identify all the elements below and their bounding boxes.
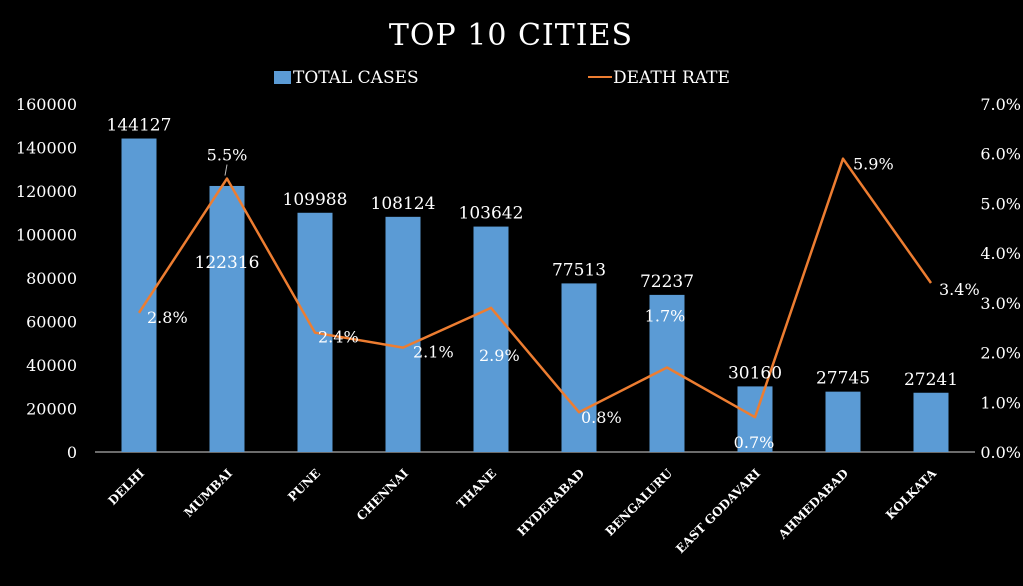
y-right-tick-label: 4.0% [980, 244, 1021, 263]
line-data-label: 2.9% [479, 346, 520, 365]
data-label-leader-line [224, 164, 228, 176]
bar-data-label: 103642 [459, 204, 524, 224]
line-data-label: 0.8% [581, 408, 622, 427]
line-data-label: 3.4% [939, 280, 980, 299]
y-right-tick-label: 7.0% [980, 95, 1021, 114]
bar [825, 391, 861, 452]
y-left-tick-label: 80000 [26, 269, 77, 288]
bar [913, 392, 949, 452]
bar-data-label: 30160 [728, 363, 782, 383]
y-right-tick-label: 1.0% [980, 393, 1021, 412]
line-data-label: 2.1% [413, 343, 454, 362]
bar [385, 216, 421, 452]
y-left-tick-label: 20000 [26, 400, 77, 419]
legend-label-total-cases: TOTAL CASES [293, 68, 419, 88]
bar [209, 185, 245, 452]
y-left-tick-label: 120000 [16, 182, 77, 201]
line-data-label: 1.7% [645, 306, 686, 325]
bar-data-label: 77513 [552, 260, 606, 280]
bar-data-label: 27745 [816, 369, 870, 389]
chart-title: TOP 10 CITIES [389, 18, 633, 53]
line-data-label: 5.5% [207, 146, 248, 165]
bar [473, 226, 509, 452]
y-left-tick-label: 0 [67, 443, 77, 462]
y-left-tick-label: 100000 [16, 226, 77, 245]
y-axis-left: 0 20000 40000 60000 80000 100000 120000 140000 1… [16, 95, 77, 462]
y-left-tick-label: 160000 [16, 95, 77, 114]
line-data-label: 2.8% [147, 308, 188, 327]
death-rate-line [137, 157, 933, 419]
y-right-tick-label: 3.0% [980, 294, 1021, 313]
y-left-tick-label: 40000 [26, 356, 77, 375]
line-data-label: 5.9% [853, 155, 894, 174]
bar-data-label: 109988 [283, 190, 348, 210]
line-data-label: 2.4% [318, 328, 359, 347]
bar-data-labels: 144127 122316 109988 108124 103642 77513 72237… [107, 116, 959, 390]
bar-data-label: 144127 [107, 116, 172, 136]
bar-data-label: 108124 [371, 194, 436, 214]
bar-data-label: 72237 [640, 272, 694, 292]
y-left-tick-label: 140000 [16, 139, 77, 158]
y-right-tick-label: 0.0% [980, 443, 1021, 462]
legend: TOTAL CASES DEATH RATE [274, 68, 730, 88]
y-right-tick-label: 5.0% [980, 194, 1021, 213]
bar [737, 386, 773, 452]
y-right-tick-label: 2.0% [980, 344, 1021, 363]
legend-label-death-rate: DEATH RATE [613, 68, 730, 88]
bar [561, 283, 597, 452]
bars-total-cases [121, 138, 949, 452]
y-left-tick-label: 60000 [26, 313, 77, 332]
line-data-labels: 2.8% 5.5% 2.4% 2.1% 2.9% 0.8% 1.7% 0.7% 5.9% 3.4% [147, 146, 980, 453]
bar-data-label: 27241 [904, 370, 958, 390]
y-axis-right: 0.0% 1.0% 2.0% 3.0% 4.0% 5.0% 6.0% 7.0% [980, 95, 1021, 462]
bar-data-label: 122316 [195, 253, 260, 273]
legend-swatch-total-cases [274, 71, 291, 84]
line-data-label: 0.7% [734, 433, 775, 452]
line-death-rate [137, 157, 933, 419]
y-right-tick-label: 6.0% [980, 145, 1021, 164]
